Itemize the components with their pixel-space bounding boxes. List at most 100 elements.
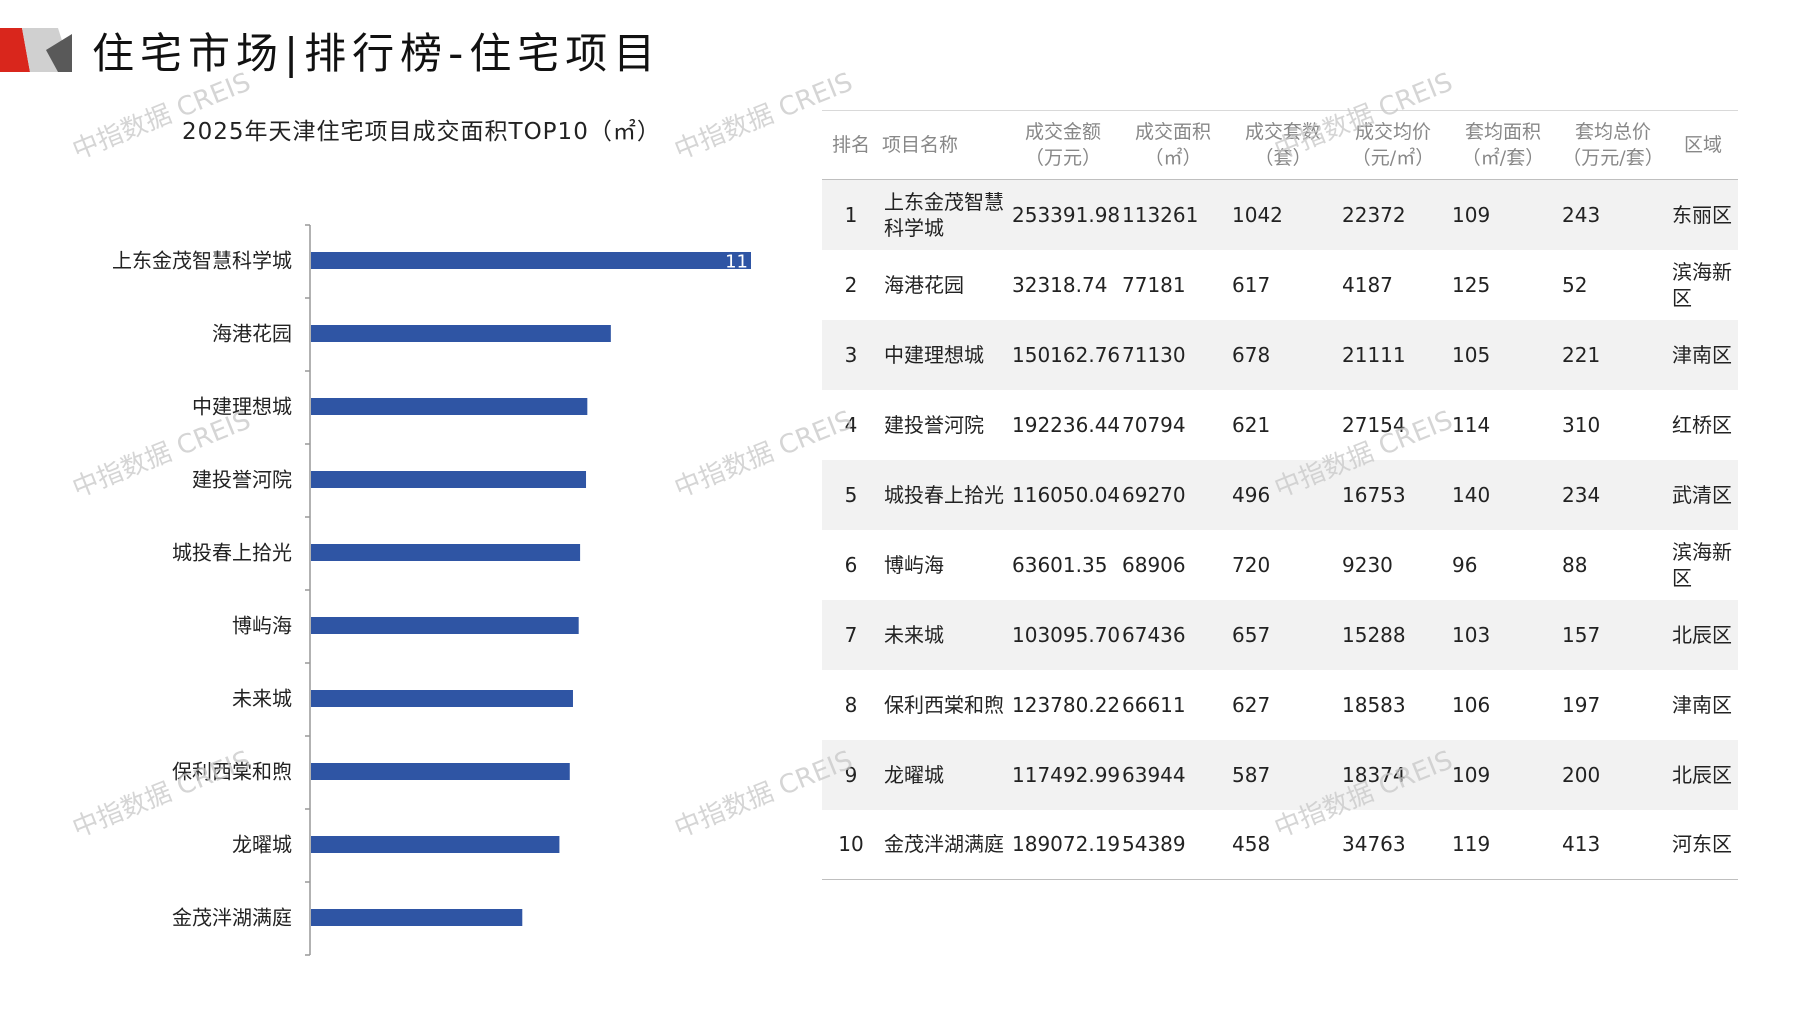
bar [311,836,560,853]
cell-avg-total: 52 [1562,272,1588,297]
cell-region: 北辰区 [1672,622,1732,647]
table-row: 6 博屿海 63601.35 68906 720 9230 96 88 滨海新区 [822,530,1738,600]
cell-units: 678 [1232,342,1271,367]
category-label: 保利西棠和煦 [172,760,292,784]
cell-avg-area: 106 [1452,692,1491,717]
table-row: 3 中建理想城 150162.76 71130 678 21111 105 221 津南区 [822,319,1738,390]
cell-name: 上东金茂智慧科学城 [884,189,1004,240]
chart-title: 2025年天津住宅项目成交面积TOP10（㎡） [182,119,661,145]
cell-rank: 9 [844,762,858,787]
cell-amount: 150162.76 [1012,342,1121,367]
bar [311,398,588,415]
category-label: 上东金茂智慧科学城 [112,249,292,273]
data-label: 11 [725,252,748,273]
cell-area: 68906 [1122,552,1186,577]
cell-amount: 192236.44 [1012,412,1121,437]
column-header: 区域 [1668,111,1738,180]
cell-name: 保利西棠和煦 [884,692,1004,717]
cell-region: 红桥区 [1672,412,1732,437]
column-header-unit: （㎡/套） [1461,147,1545,169]
column-header: 排名 [822,111,880,180]
cell-price: 4187 [1342,272,1393,297]
cell-units: 627 [1232,692,1271,717]
cell-name: 城投春上拾光 [884,482,1004,507]
column-header: 成交套数 （套） [1228,111,1338,180]
cell-rank: 8 [844,692,858,717]
cell-units: 720 [1232,552,1271,577]
cell-amount: 63601.35 [1012,552,1108,577]
cell-units: 1042 [1232,202,1283,227]
cell-rank: 2 [844,272,858,297]
cell-price: 9230 [1342,552,1393,577]
column-header-text: 套均面积 [1464,121,1541,143]
cell-area: 54389 [1122,832,1186,857]
cell-area: 67436 [1122,622,1186,647]
cell-region: 河东区 [1672,832,1732,857]
table-header-row: 排名 项目名称 成交金额 （万元） 成交面积 （㎡） 成交套数 （套） 成交均价 （元/㎡） 套均面… [822,110,1738,180]
column-header-text: 排名 [831,134,870,156]
category-label: 中建理想城 [192,395,292,419]
category-label: 建投誉河院 [192,468,292,492]
bar-chart: 上东金茂智慧科学城 11 海港花园中建理想城建投誉河院城投春上拾光博屿海未来城保利西… [112,224,751,956]
column-header-unit: （套） [1254,147,1312,169]
column-header-unit: （㎡） [1144,147,1202,169]
cell-avg-area: 109 [1452,762,1491,787]
category-label: 金茂泮湖满庭 [172,906,292,930]
cell-area: 71130 [1122,342,1186,367]
cell-avg-total: 197 [1562,692,1601,717]
cell-avg-total: 310 [1562,412,1601,437]
category-label: 城投春上拾光 [172,541,292,565]
column-header-text: 成交面积 [1134,121,1211,143]
cell-rank: 7 [844,622,858,647]
table-row: 7 未来城 103095.70 67436 657 15288 103 157 北辰区 [822,599,1738,670]
bar [311,909,523,926]
bar [311,763,570,780]
cell-price: 34763 [1342,832,1406,857]
cell-region: 津南区 [1672,342,1732,367]
cell-price: 15288 [1342,622,1406,647]
cell-price: 21111 [1342,342,1406,367]
cell-units: 587 [1232,762,1271,787]
column-header-text: 区域 [1683,134,1722,156]
brand-logo [0,28,72,72]
cell-region: 东丽区 [1672,202,1732,227]
cell-price: 22372 [1342,202,1406,227]
column-header-text: 成交金额 [1024,121,1101,143]
column-header: 项目名称 [880,111,1008,180]
cell-avg-area: 109 [1452,202,1491,227]
cell-area: 113261 [1122,202,1199,227]
cell-amount: 123780.22 [1012,692,1121,717]
cell-rank: 1 [844,202,858,227]
cell-area: 63944 [1122,762,1186,787]
cell-name: 金茂泮湖满庭 [884,832,1004,857]
cell-price: 18583 [1342,692,1406,717]
logo-dark-shape [46,34,72,72]
cell-units: 617 [1232,272,1271,297]
cell-name: 未来城 [884,622,944,647]
cell-region: 津南区 [1672,692,1732,717]
column-header-text: 项目名称 [882,134,959,156]
cell-avg-total: 234 [1562,482,1601,507]
cell-avg-area: 114 [1452,412,1491,437]
cell-amount: 117492.99 [1012,762,1121,787]
cell-avg-area: 96 [1452,552,1478,577]
cell-rank: 10 [838,832,864,857]
bar [311,471,587,488]
cell-avg-area: 125 [1452,272,1491,297]
cell-name: 建投誉河院 [884,412,984,437]
cell-avg-area: 140 [1452,482,1491,507]
table-row: 9 龙曜城 117492.99 63944 587 18374 109 200 北辰区 [822,739,1738,810]
column-header-text: 成交均价 [1354,121,1431,143]
cell-rank: 5 [844,482,858,507]
category-label: 未来城 [232,687,292,711]
column-header: 成交面积 （㎡） [1118,111,1228,180]
cell-rank: 6 [844,552,858,577]
cell-avg-total: 413 [1562,832,1601,857]
bar [311,325,611,342]
cell-avg-area: 105 [1452,342,1491,367]
cell-price: 16753 [1342,482,1406,507]
cell-amount: 32318.74 [1012,272,1108,297]
table-row: 1 上东金茂智慧科学城 253391.98 113261 1042 22372 109 243… [822,179,1738,250]
cell-amount: 253391.98 [1012,202,1121,227]
table-row: 8 保利西棠和煦 123780.22 66611 627 18583 106 197 津南区 [822,670,1738,740]
